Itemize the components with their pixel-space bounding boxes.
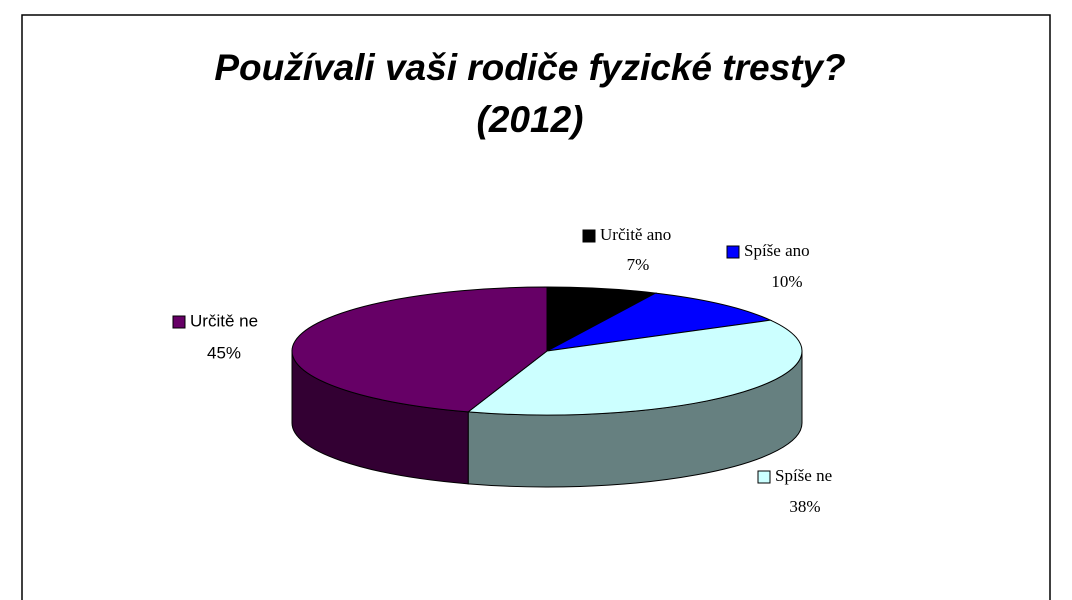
value-label: 7% [627, 255, 650, 274]
title-box: Používali vaši rodiče fyzické tresty? (2… [214, 47, 846, 140]
category-label: Spíše ano [744, 241, 810, 260]
pie-slice [546, 286, 658, 352]
legend-key [757, 470, 771, 484]
value-label: 10% [771, 272, 802, 291]
category-label: Spíše ne [775, 466, 832, 485]
legend-key [172, 315, 186, 329]
legend-key [582, 229, 596, 243]
value-label: 38% [789, 497, 820, 516]
category-label: Určitě ano [600, 225, 671, 244]
value-label: 45% [207, 343, 241, 362]
chart-title: Používali vaši rodiče fyzické tresty? (2… [214, 47, 846, 140]
pie-slice [466, 319, 803, 416]
category-label: Určitě ne [190, 311, 258, 330]
pie-slice [291, 286, 548, 413]
legend-key [726, 245, 740, 259]
pie-slice [546, 292, 773, 352]
